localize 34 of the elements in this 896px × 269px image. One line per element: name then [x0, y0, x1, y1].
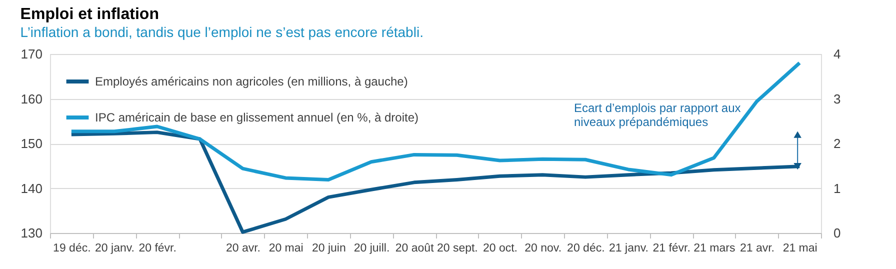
y-tick-label: 140 [20, 180, 42, 196]
line-series [70, 130, 802, 234]
annotation: Ecart d’emplois par rapport aux niveaux prépandémiques [574, 101, 741, 129]
x-tick-label: 20 mai [268, 242, 304, 254]
x-tick-label: 20 juill. [354, 242, 390, 254]
x-tick-label: 20 janv. [95, 242, 134, 254]
y2-tick-label: 4 [834, 46, 841, 62]
y2-tick-label: 3 [834, 91, 841, 106]
x-tick-label: 21 févr. [652, 242, 690, 254]
x-tick-label: 20 sept. [436, 242, 478, 254]
x-tick-label: 21 mars [694, 242, 736, 254]
legend-label: IPC américain de base en glissement annuel (en %, à droite) [95, 110, 419, 124]
line-series [70, 61, 802, 182]
y2-tick-label: 2 [834, 136, 841, 151]
y-tick-label: 160 [20, 91, 42, 106]
x-tick-label: 21 mai [782, 242, 818, 254]
x-tick-label: 20 avr. [226, 242, 261, 254]
x-tick-label: 21 janv. [609, 242, 648, 254]
y-tick-label: 150 [20, 136, 42, 151]
y-tick-label: 170 [20, 46, 42, 62]
x-tick-label: 20 juin [312, 242, 346, 254]
x-tick-label: 20 févr. [138, 242, 176, 254]
x-tick-label: 20 déc. [567, 242, 605, 254]
chart-subtitle: L’inflation a bondi, tandis que l’emploi ne s’est pas encore rétabli. [20, 24, 424, 40]
y2-tick-label: 1 [834, 180, 841, 196]
x-tick-label: 20 oct. [482, 242, 518, 254]
x-tick-label: 20 août [395, 242, 435, 254]
y-tick-label: 130 [20, 226, 42, 240]
x-tick-label: 20 nov. [524, 242, 562, 254]
y2-tick-label: 0 [834, 226, 841, 240]
chart-title: Emploi et inflation [20, 6, 159, 23]
x-tick-label: 19 déc. [53, 242, 91, 254]
legend-label: Employés américains non agricoles (en millions, à gauche) [95, 74, 408, 88]
x-tick-label: 21 avr. [740, 242, 775, 254]
